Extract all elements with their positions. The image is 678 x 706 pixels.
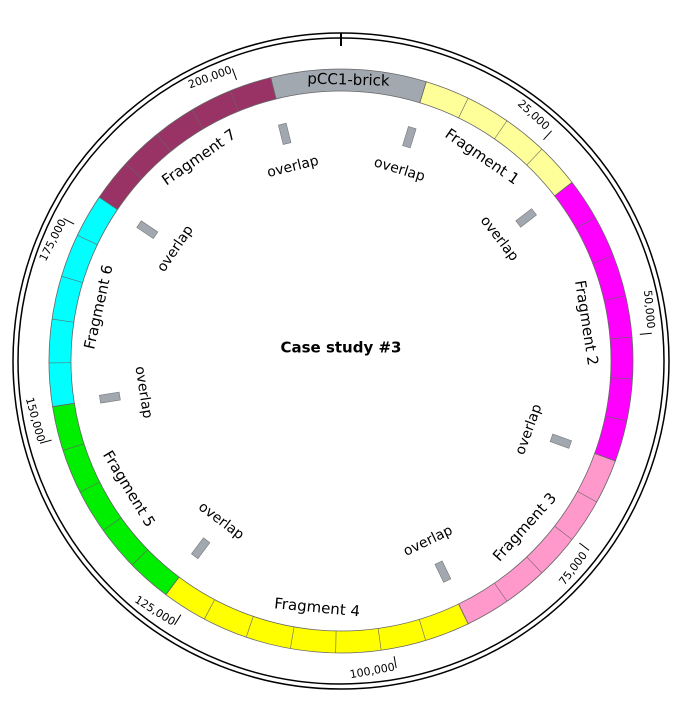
overlap-mark: [402, 126, 417, 149]
segment-label: Fragment 2: [571, 279, 602, 367]
segment-divider: [77, 234, 98, 246]
segment-divider: [79, 481, 100, 493]
segment-divider: [494, 120, 508, 140]
segment-divider: [229, 90, 239, 112]
segment-divider: [419, 619, 426, 641]
segment-label: Fragment 4: [274, 594, 361, 620]
segment-divider: [125, 163, 143, 179]
segment: [98, 77, 277, 211]
segment: [52, 402, 180, 596]
segment-divider: [103, 517, 122, 531]
segment-divider: [604, 295, 626, 301]
segment-divider: [377, 628, 382, 651]
segment-divider: [61, 275, 83, 283]
segment-divider: [204, 599, 215, 620]
overlap-mark: [99, 391, 121, 404]
segment-divider: [131, 549, 149, 566]
overlap-label: overlap: [372, 154, 427, 185]
tick-label: 50,000: [641, 290, 657, 330]
segment-divider: [290, 626, 295, 649]
tick-mark: [231, 68, 238, 80]
segment-divider: [526, 148, 543, 166]
segment-divider: [577, 491, 597, 503]
segment-label: Fragment 6: [80, 263, 116, 351]
segment-divider: [610, 377, 633, 380]
overlap-mark: [434, 560, 452, 583]
segment-divider: [62, 443, 85, 451]
chart-title: Case study #3: [281, 339, 402, 357]
tick-label: 75,000: [556, 549, 590, 587]
segment-divider: [554, 525, 573, 540]
outer-circle: [12, 32, 670, 690]
tick-mark: [39, 439, 52, 444]
segment-divider: [458, 98, 469, 119]
tick-label: 100,000: [349, 660, 396, 681]
segment-divider: [592, 255, 614, 264]
overlap-label: overlap: [512, 402, 545, 457]
segment-divider: [575, 217, 596, 229]
tick-mark: [579, 542, 590, 551]
segment-divider: [494, 582, 508, 602]
segment-divider: [156, 134, 171, 152]
overlap-label: overlap: [265, 153, 320, 181]
overlap-label: overlap: [195, 499, 247, 543]
tick-mark: [543, 130, 552, 140]
overlap-mark: [549, 433, 572, 449]
tick-mark: [174, 614, 182, 626]
segment-label: pCC1-brick: [307, 70, 390, 90]
overlap-label: overlap: [401, 522, 455, 559]
overlap-mark: [191, 537, 211, 560]
overlap-mark: [515, 208, 537, 228]
segment-divider: [245, 616, 254, 638]
overlap-label: overlap: [154, 222, 197, 275]
overlap-label: overlap: [477, 213, 522, 264]
segment-divider: [526, 556, 543, 574]
overlap-mark: [136, 220, 159, 240]
segment: [458, 453, 616, 625]
tick-mark: [63, 218, 75, 225]
segment-divider: [191, 109, 204, 129]
overlap-mark: [278, 122, 292, 145]
segment-divider: [605, 415, 627, 421]
tick-mark: [393, 656, 397, 669]
overlap-label: overlap: [131, 365, 155, 420]
segment-divider: [51, 318, 74, 323]
segment-divider: [610, 336, 633, 340]
tick-mark: [639, 332, 652, 335]
